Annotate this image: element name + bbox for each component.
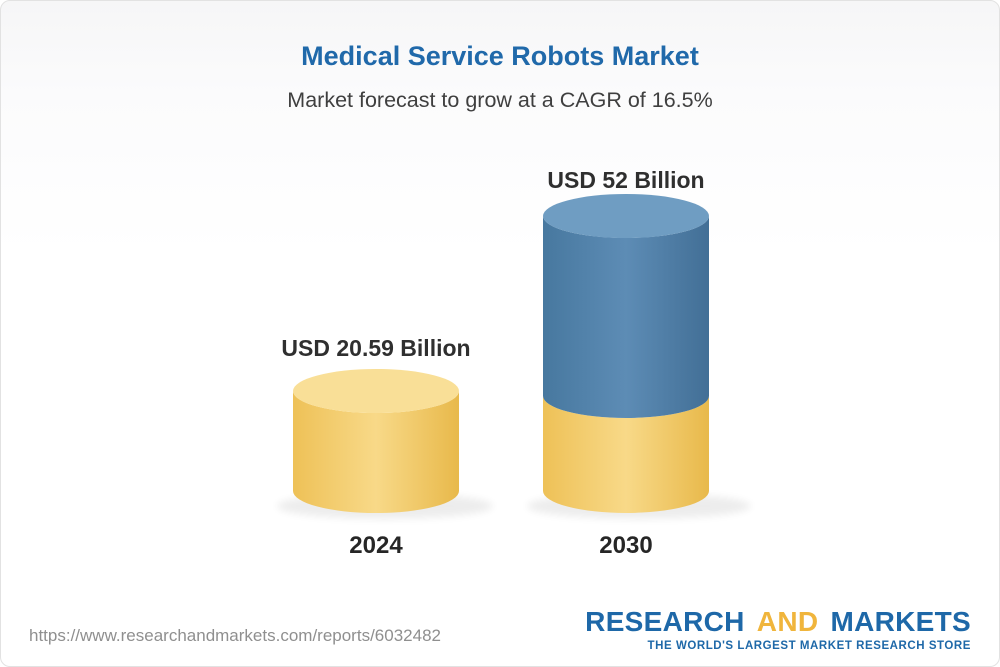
bar-2024-body <box>293 391 459 513</box>
logo-word-markets: MARKETS <box>830 606 971 637</box>
company-logo-tagline: THE WORLD'S LARGEST MARKET RESEARCH STOR… <box>647 640 971 652</box>
company-logo: RESEARCH AND MARKETS THE WORLD'S LARGEST… <box>585 608 971 653</box>
chart-title: Medical Service Robots Market <box>301 41 699 71</box>
value-label-2030: USD 52 Billion <box>547 167 705 193</box>
axis-label-2024: 2024 <box>349 532 403 559</box>
chart-header: Medical Service Robots Market Market for… <box>1 41 999 113</box>
logo-word-research: RESEARCH <box>585 606 745 637</box>
bar-2030-yellow-segment <box>543 396 709 513</box>
logo-word-and: AND <box>756 606 819 637</box>
bar-2030-blue-segment <box>543 216 709 418</box>
bar-2030-top-face <box>543 194 709 238</box>
source-url[interactable]: https://www.researchandmarkets.com/repor… <box>29 626 441 645</box>
company-logo-wordmark: RESEARCH AND MARKETS <box>585 608 971 636</box>
chart-subtitle: Market forecast to grow at a CAGR of 16.… <box>287 88 713 112</box>
bar-2024-top-face <box>293 369 459 413</box>
value-label-2024: USD 20.59 Billion <box>281 335 471 361</box>
axis-label-2030: 2030 <box>599 532 653 559</box>
